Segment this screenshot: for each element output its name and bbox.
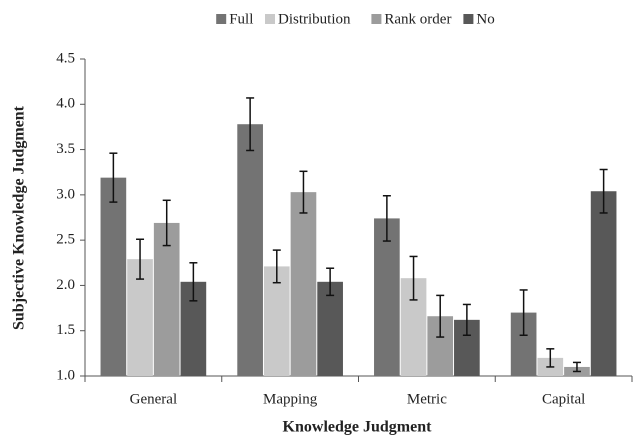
y-tick-label: 2.5 [56, 232, 75, 248]
legend-swatch [371, 14, 382, 24]
legend-swatch [216, 14, 227, 24]
error-bar [599, 168, 608, 214]
error-bar [462, 303, 471, 336]
bar [290, 192, 317, 376]
error-bar [109, 152, 118, 203]
legend-swatch [265, 14, 275, 24]
y-tick-label: 1.0 [56, 367, 75, 383]
legend-label: Distribution [278, 11, 351, 27]
y-axis-title: Subjective Knowledge Judgment [11, 105, 28, 330]
error-bar [326, 267, 335, 297]
error-bar [272, 249, 281, 284]
error-bar [246, 97, 255, 152]
x-tick-label: Capital [542, 391, 585, 407]
x-tick-label: General [130, 391, 177, 407]
bar [263, 266, 290, 376]
legend-label: No [476, 11, 494, 27]
bar [590, 191, 617, 376]
x-tick-label: Metric [407, 391, 447, 407]
error-bar [409, 255, 418, 301]
x-axis-title: Knowledge Judgment [283, 419, 433, 436]
x-tick-label: Mapping [263, 391, 318, 407]
legend-swatch [463, 14, 474, 24]
bar [100, 177, 127, 376]
bar [153, 222, 180, 376]
legend-label: Rank order [384, 11, 451, 27]
y-tick-label: 4.0 [56, 96, 75, 112]
y-tick-label: 2.0 [56, 277, 75, 293]
error-bar [189, 262, 198, 302]
y-tick-label: 4.5 [56, 50, 75, 66]
bar [237, 124, 263, 376]
bar [317, 281, 343, 376]
error-bar [299, 170, 308, 214]
y-tick-label: 3.5 [56, 141, 75, 157]
error-bar [436, 294, 445, 338]
error-bar [136, 238, 145, 280]
error-bar [382, 195, 391, 242]
y-tick-label: 3.0 [56, 186, 75, 202]
y-tick-label: 1.5 [56, 322, 75, 338]
error-bar [572, 361, 581, 373]
error-bar [519, 289, 528, 336]
legend-label: Full [229, 11, 253, 27]
bar [374, 218, 400, 376]
error-bar [546, 348, 555, 368]
error-bar [162, 199, 171, 247]
